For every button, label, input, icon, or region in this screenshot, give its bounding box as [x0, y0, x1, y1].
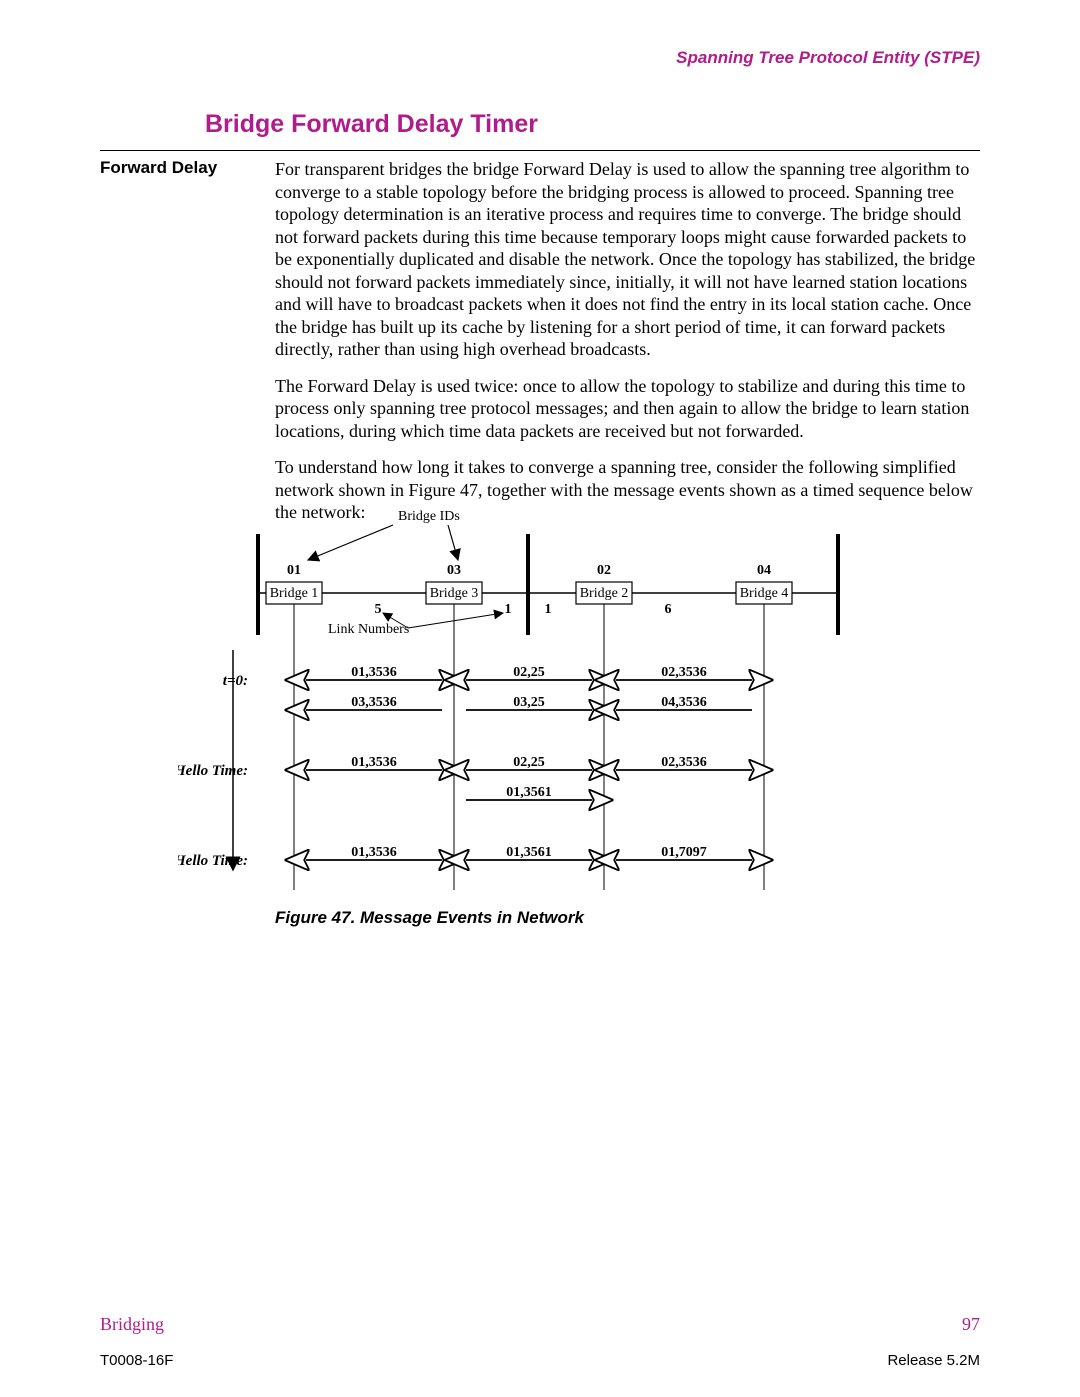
section-title: Bridge Forward Delay Timer — [205, 110, 538, 139]
svg-text:03,25: 03,25 — [513, 695, 545, 710]
svg-text:02,25: 02,25 — [513, 755, 545, 770]
msg-row-3: 01,3561 — [466, 785, 592, 800]
svg-text:04: 04 — [757, 563, 771, 578]
msg-row-1: 03,3536 03,25 04,3536 — [306, 695, 752, 710]
svg-text:02: 02 — [597, 563, 611, 578]
msg-row-2: 01,3536 02,25 02,3536 — [306, 755, 752, 770]
svg-text:03: 03 — [447, 563, 461, 578]
page: Spanning Tree Protocol Entity (STPE) Bri… — [0, 0, 1080, 1397]
svg-text:t=0:: t=0: — [223, 673, 248, 689]
svg-text:5: 5 — [375, 602, 382, 617]
svg-text:01,3536: 01,3536 — [351, 755, 397, 770]
horizontal-rule — [100, 150, 980, 151]
svg-text:01,3536: 01,3536 — [351, 845, 397, 860]
body-text: For transparent bridges the bridge Forwa… — [275, 158, 980, 538]
svg-text:01,7097: 01,7097 — [661, 845, 707, 860]
svg-text:01: 01 — [287, 563, 301, 578]
msg-row-4: 01,3536 01,3561 01,7097 — [306, 845, 752, 860]
footer-doc-id: T0008-16F — [100, 1352, 173, 1369]
bridge-box-1: Bridge 1 01 — [266, 563, 322, 604]
svg-text:Bridge 1: Bridge 1 — [270, 586, 319, 601]
msg-row-0: 01,3536 02,25 02,3536 — [306, 665, 752, 680]
svg-text:02,3536: 02,3536 — [661, 665, 707, 680]
svg-text:03,3536: 03,3536 — [351, 695, 397, 710]
bridge-box-2: Bridge 2 02 — [576, 563, 632, 604]
svg-text:t=2x Hello Time:: t=2x Hello Time: — [178, 853, 248, 869]
svg-text:02,25: 02,25 — [513, 665, 545, 680]
bridge-box-3: Bridge 3 03 — [426, 563, 482, 604]
running-header: Spanning Tree Protocol Entity (STPE) — [676, 48, 980, 68]
side-heading: Forward Delay — [100, 158, 250, 178]
svg-text:01,3561: 01,3561 — [506, 785, 552, 800]
svg-text:1: 1 — [505, 602, 512, 617]
figure-caption: Figure 47. Message Events in Network — [275, 908, 584, 928]
svg-text:04,3536: 04,3536 — [661, 695, 707, 710]
svg-text:Bridge 2: Bridge 2 — [580, 586, 629, 601]
svg-text:Bridge 4: Bridge 4 — [740, 586, 789, 601]
footer-section: Bridging — [100, 1314, 164, 1335]
footer-page-number: 97 — [962, 1314, 980, 1335]
bridge-ids-label: Bridge IDs — [398, 509, 460, 524]
paragraph-1: For transparent bridges the bridge Forwa… — [275, 158, 980, 361]
svg-text:6: 6 — [665, 602, 672, 617]
svg-text:01,3536: 01,3536 — [351, 665, 397, 680]
svg-text:1: 1 — [545, 602, 552, 617]
svg-text:Bridge 3: Bridge 3 — [430, 586, 479, 601]
svg-text:t= Hello Time:: t= Hello Time: — [178, 763, 248, 779]
link-numbers-label: Link Numbers — [328, 622, 409, 637]
paragraph-2: The Forward Delay is used twice: once to… — [275, 375, 980, 443]
svg-text:01,3561: 01,3561 — [506, 845, 552, 860]
svg-text:02,3536: 02,3536 — [661, 755, 707, 770]
network-diagram: Bridge IDs Bridge 1 01 Bridge 3 03 Bridg… — [178, 500, 898, 900]
bridge-box-4: Bridge 4 04 — [736, 563, 792, 604]
footer-release: Release 5.2M — [887, 1352, 980, 1369]
